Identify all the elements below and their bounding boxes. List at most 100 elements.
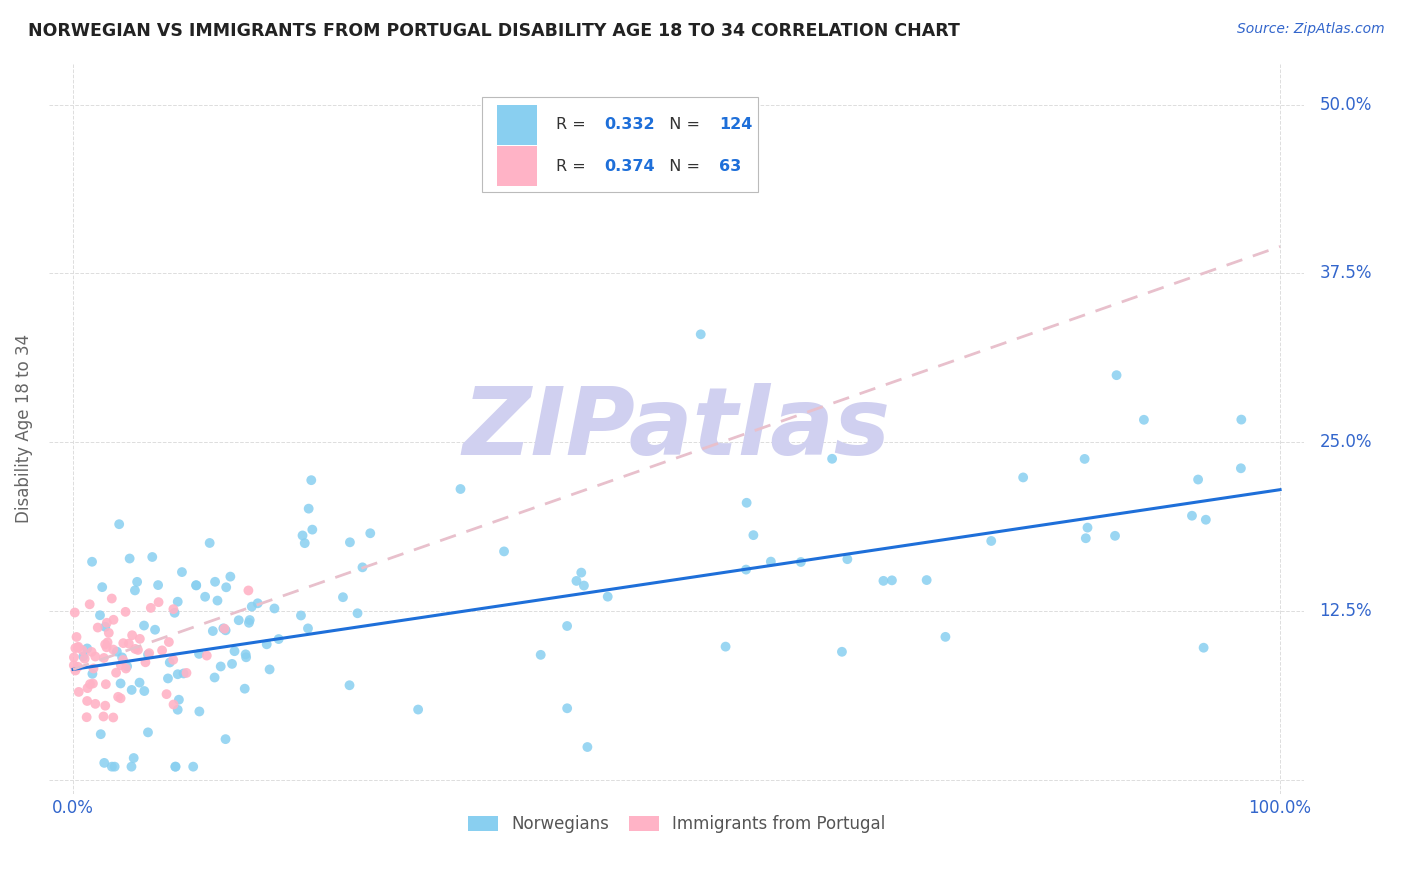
Point (332, 591, 354, 605)
Point (299, 473, 322, 487)
Point (72, 649, 94, 664)
Point (84, 697, 107, 711)
Text: 63: 63 (720, 159, 741, 174)
Text: 25.0%: 25.0% (1319, 434, 1372, 451)
Point (714, 640, 737, 654)
Point (1133, 413, 1156, 427)
Point (101, 759, 124, 773)
Point (238, 583, 260, 598)
Point (790, 555, 813, 569)
Point (576, 739, 599, 754)
Point (492, 544, 515, 558)
Point (240, 599, 263, 614)
Point (915, 573, 938, 587)
Point (93, 709, 115, 723)
Point (195, 648, 218, 663)
Point (1192, 640, 1215, 655)
Point (339, 535, 361, 549)
Point (166, 667, 188, 681)
FancyBboxPatch shape (482, 97, 758, 192)
Point (263, 601, 285, 615)
Point (246, 596, 269, 610)
Point (79, 597, 101, 611)
Point (127, 643, 149, 657)
Point (76, 694, 98, 708)
Point (97, 635, 120, 649)
Text: N =: N = (659, 117, 706, 132)
Point (1076, 520, 1098, 534)
Point (572, 578, 595, 592)
Point (555, 701, 578, 715)
Point (221, 657, 243, 671)
Point (259, 662, 281, 676)
Text: Source: ZipAtlas.com: Source: ZipAtlas.com (1237, 22, 1385, 37)
Point (239, 613, 262, 627)
Point (224, 644, 246, 658)
Point (170, 565, 193, 579)
Point (132, 618, 155, 632)
Point (121, 759, 143, 773)
Point (91, 580, 114, 594)
Point (214, 622, 236, 636)
Point (141, 549, 163, 564)
Point (1012, 470, 1035, 484)
Point (359, 526, 381, 541)
Point (181, 759, 204, 773)
Point (1187, 473, 1209, 487)
Text: 50.0%: 50.0% (1319, 95, 1372, 113)
Point (118, 551, 141, 566)
Point (82, 666, 104, 681)
Legend: Norwegians, Immigrants from Portugal: Norwegians, Immigrants from Portugal (461, 809, 893, 840)
Point (450, 482, 472, 496)
Point (97, 625, 120, 640)
Point (127, 574, 149, 589)
Point (165, 759, 187, 773)
Point (1181, 508, 1204, 523)
Point (162, 653, 184, 667)
Point (121, 682, 143, 697)
Point (339, 678, 361, 692)
Point (67, 685, 90, 699)
Point (82, 676, 104, 690)
Point (596, 590, 619, 604)
Point (530, 648, 553, 662)
Point (79, 677, 101, 691)
Point (934, 630, 956, 644)
Point (105, 645, 128, 659)
Point (90, 727, 112, 741)
Point (291, 528, 314, 542)
Point (1230, 461, 1253, 475)
Point (204, 671, 226, 685)
Point (162, 698, 184, 712)
Point (146, 578, 169, 592)
Point (689, 327, 711, 342)
Point (235, 650, 257, 665)
Text: 37.5%: 37.5% (1319, 265, 1372, 283)
Point (101, 591, 124, 606)
Point (1074, 531, 1097, 545)
Point (94, 698, 117, 713)
Point (837, 552, 859, 566)
Point (759, 555, 782, 569)
Point (76, 710, 98, 724)
Text: NORWEGIAN VS IMMIGRANTS FROM PORTUGAL DISABILITY AGE 18 TO 34 CORRELATION CHART: NORWEGIAN VS IMMIGRANTS FROM PORTUGAL DI… (28, 22, 960, 40)
Point (235, 648, 257, 662)
Point (1195, 513, 1218, 527)
Point (215, 580, 238, 594)
Point (166, 703, 188, 717)
Point (238, 615, 260, 630)
Point (112, 653, 135, 667)
Point (122, 751, 145, 765)
Point (406, 702, 429, 716)
Point (1230, 412, 1253, 426)
Point (184, 578, 207, 592)
Point (80, 645, 103, 659)
Point (94, 620, 117, 634)
Point (138, 646, 160, 660)
Point (115, 659, 138, 673)
Point (118, 636, 141, 650)
Point (82, 661, 104, 675)
Point (212, 621, 235, 635)
Point (233, 681, 256, 696)
Point (301, 523, 323, 537)
